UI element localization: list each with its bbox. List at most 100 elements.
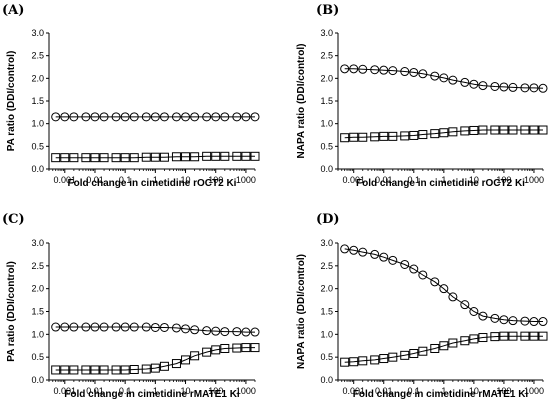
x-tick-label: 0.01 [86,386,104,396]
data-point-circle [181,112,191,122]
y-tick-label: 0.5 [31,352,44,362]
x-tick-label: 0.001 [54,386,77,396]
data-point-square [448,338,458,348]
data-point-square [220,151,230,161]
panel-letter: (C) [2,212,25,227]
data-point-square [379,354,389,364]
x-tick-label: 1 [441,386,446,396]
data-point-circle [211,326,221,336]
data-point-square [409,130,419,140]
y-tick-label: 2.0 [320,284,333,294]
x-tick-label: 0.1 [119,175,132,185]
data-point-circle [409,67,419,77]
data-point-square [51,153,61,163]
data-point-square [159,152,169,162]
data-point-circle [490,81,500,91]
data-point-circle [171,323,181,333]
data-point-square [171,359,181,369]
panel-2: (B) 0.0 0.5 1.0 1.5 2.0 2.5 3.0 0.001 0.01 0.1 1 10 1… [296,3,548,189]
data-point-circle [232,112,242,122]
data-point-circle [51,322,61,332]
data-point-square [349,357,359,367]
y-tick-label: 2.0 [31,284,44,294]
data-point-circle [190,112,200,122]
data-point-square [508,125,518,135]
data-point-circle [181,324,191,334]
data-point-circle [430,71,440,81]
data-point-circle [60,112,70,122]
data-point-square [358,132,368,142]
data-point-circle [349,64,359,74]
data-point-square [250,343,260,353]
data-point-circle [439,284,449,294]
y-tick-label: 1.5 [320,307,333,317]
data-point-circle [400,259,410,269]
x-axis-title: Fold change in cimetidine rMATE1 Ki [353,389,529,400]
data-point-square [460,126,470,136]
data-point-square [241,151,251,161]
y-tick-label: 1.0 [31,329,44,339]
data-point-circle [159,322,169,332]
data-point-square [388,131,398,141]
y-axis-title: NAPA ratio (DDI/control) [296,44,307,159]
x-tick-label: 100 [208,175,223,185]
data-point-circle [460,77,470,87]
y-tick-label: 0.5 [320,141,333,151]
data-point-circle [490,313,500,323]
data-point-square [478,125,488,135]
x-tick-label: 100 [208,386,223,396]
data-point-square [150,363,160,373]
data-point-square [400,131,410,141]
data-point-square [370,355,380,365]
series-square [51,151,260,163]
y-tick-label: 2.5 [320,261,333,271]
series-circle [340,64,548,93]
y-tick-label: 1.0 [320,329,333,339]
panel-3: (C) 0.0 0.5 1.0 1.5 2.0 2.5 3.0 0.001 0.01 0.1 1 10 1… [2,212,260,400]
y-tick-label: 0.0 [31,164,44,174]
data-point-circle [99,322,109,332]
data-point-circle [478,311,488,321]
y-tick-label: 1.0 [31,119,44,129]
data-point-circle [129,112,139,122]
data-point-square [388,352,398,362]
y-tick-label: 0.0 [320,375,333,385]
series-line [55,347,255,371]
data-point-square [529,125,539,135]
data-point-circle [220,327,230,337]
data-point-circle [409,264,419,274]
data-point-circle [529,317,539,327]
series-square [51,343,260,375]
y-tick-label: 2.5 [31,51,44,61]
data-point-square [499,125,509,135]
data-point-square [129,364,139,374]
data-point-circle [69,322,79,332]
data-point-circle [388,66,398,76]
data-point-square [418,346,428,356]
data-point-square [181,152,191,162]
y-tick-label: 0.5 [31,141,44,151]
data-point-circle [529,83,539,93]
data-point-circle [379,65,389,75]
data-point-square [81,153,91,163]
x-tick-label: 1 [153,175,158,185]
x-tick-label: 100 [496,386,511,396]
data-point-circle [520,316,530,326]
data-point-circle [418,270,428,280]
data-point-square [202,151,212,161]
x-tick-label: 100 [496,175,511,185]
data-point-circle [129,322,139,332]
x-tick-label: 10 [469,386,479,396]
data-point-square [358,356,368,366]
data-point-square [250,151,260,161]
data-point-square [439,341,449,351]
data-point-square [220,343,230,353]
data-point-square [508,331,518,341]
data-point-circle [418,69,428,79]
data-point-circle [340,244,350,254]
data-point-circle [508,316,518,326]
data-point-circle [400,67,410,77]
data-point-square [120,153,130,163]
data-point-square [490,125,500,135]
